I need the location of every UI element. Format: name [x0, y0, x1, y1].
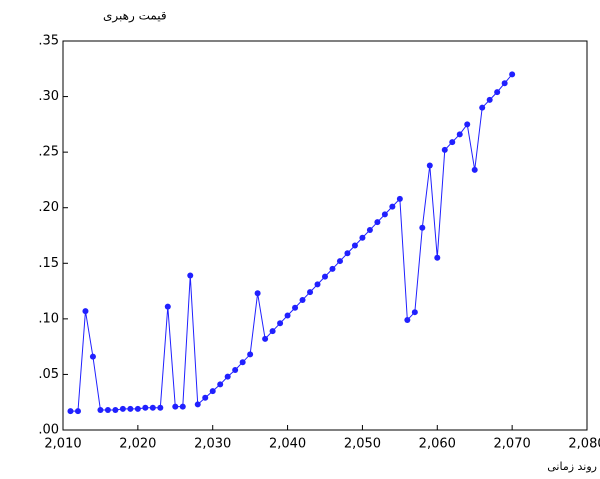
- x-tick-label: 2,030: [194, 437, 231, 452]
- x-tick-label: 2,060: [419, 437, 456, 452]
- marker: [149, 404, 156, 411]
- y-tick-label: .10: [38, 311, 59, 326]
- y-tick-label: .20: [38, 200, 59, 215]
- marker: [501, 80, 508, 87]
- marker: [104, 406, 111, 413]
- x-tick-label: 2,050: [344, 437, 381, 452]
- x-tick-label: 2,080: [568, 437, 600, 452]
- marker: [224, 373, 231, 380]
- marker: [82, 308, 89, 315]
- y-tick-label: .15: [38, 256, 59, 271]
- y-axis-title: قیمت رهبری: [103, 9, 167, 24]
- marker: [322, 273, 328, 280]
- marker: [441, 146, 448, 153]
- marker: [127, 405, 134, 412]
- marker: [449, 139, 456, 146]
- marker: [366, 226, 373, 233]
- marker: [202, 394, 209, 401]
- marker: [292, 304, 299, 311]
- marker: [486, 96, 493, 103]
- y-tick-label: .00: [38, 423, 59, 438]
- marker: [239, 359, 246, 366]
- marker: [404, 316, 411, 323]
- marker: [277, 320, 284, 327]
- y-tick-label: .05: [38, 367, 59, 382]
- x-tick-label: 2,020: [119, 437, 156, 452]
- marker: [209, 388, 216, 395]
- x-tick-label: 2,010: [44, 437, 81, 452]
- marker: [179, 403, 186, 410]
- marker: [89, 353, 96, 360]
- marker: [119, 405, 126, 412]
- marker: [344, 250, 351, 257]
- marker: [232, 366, 239, 373]
- marker: [187, 272, 194, 279]
- y-tick-label: .35: [38, 34, 59, 49]
- marker: [142, 404, 149, 411]
- x-tick-label: 2,070: [494, 437, 531, 452]
- line: [70, 74, 513, 412]
- marker: [479, 104, 486, 111]
- marker: [381, 211, 388, 218]
- marker: [389, 203, 396, 210]
- marker: [134, 405, 141, 412]
- marker: [299, 296, 306, 303]
- marker: [471, 166, 478, 173]
- marker: [269, 328, 276, 335]
- marker: [411, 309, 418, 316]
- marker: [419, 224, 426, 231]
- marker: [434, 254, 441, 261]
- marker: [284, 312, 291, 319]
- x-axis-title: روند زمانی: [547, 460, 597, 473]
- marker: [464, 121, 471, 128]
- marker: [247, 351, 254, 358]
- marker: [217, 381, 224, 388]
- marker: [374, 219, 381, 226]
- plot-frame: [62, 40, 588, 431]
- marker: [351, 242, 358, 249]
- x-tick-label: 2,040: [269, 437, 306, 452]
- marker: [396, 195, 403, 202]
- marker: [426, 162, 433, 169]
- marker: [112, 406, 119, 413]
- marker: [164, 303, 171, 310]
- marker: [509, 71, 516, 78]
- marker: [254, 290, 261, 297]
- marker: [74, 408, 81, 415]
- marker: [97, 406, 104, 413]
- marker: [359, 234, 366, 241]
- marker: [336, 258, 343, 265]
- marker: [262, 335, 269, 342]
- y-tick-label: .25: [38, 145, 59, 160]
- marker: [157, 404, 164, 411]
- marker: [314, 281, 321, 288]
- marker: [67, 408, 74, 415]
- marker: [329, 265, 336, 272]
- marker: [194, 401, 201, 408]
- marker: [307, 289, 314, 296]
- marker: [494, 89, 501, 96]
- marker: [456, 131, 463, 138]
- marker: [172, 403, 179, 410]
- y-tick-label: .30: [38, 89, 59, 104]
